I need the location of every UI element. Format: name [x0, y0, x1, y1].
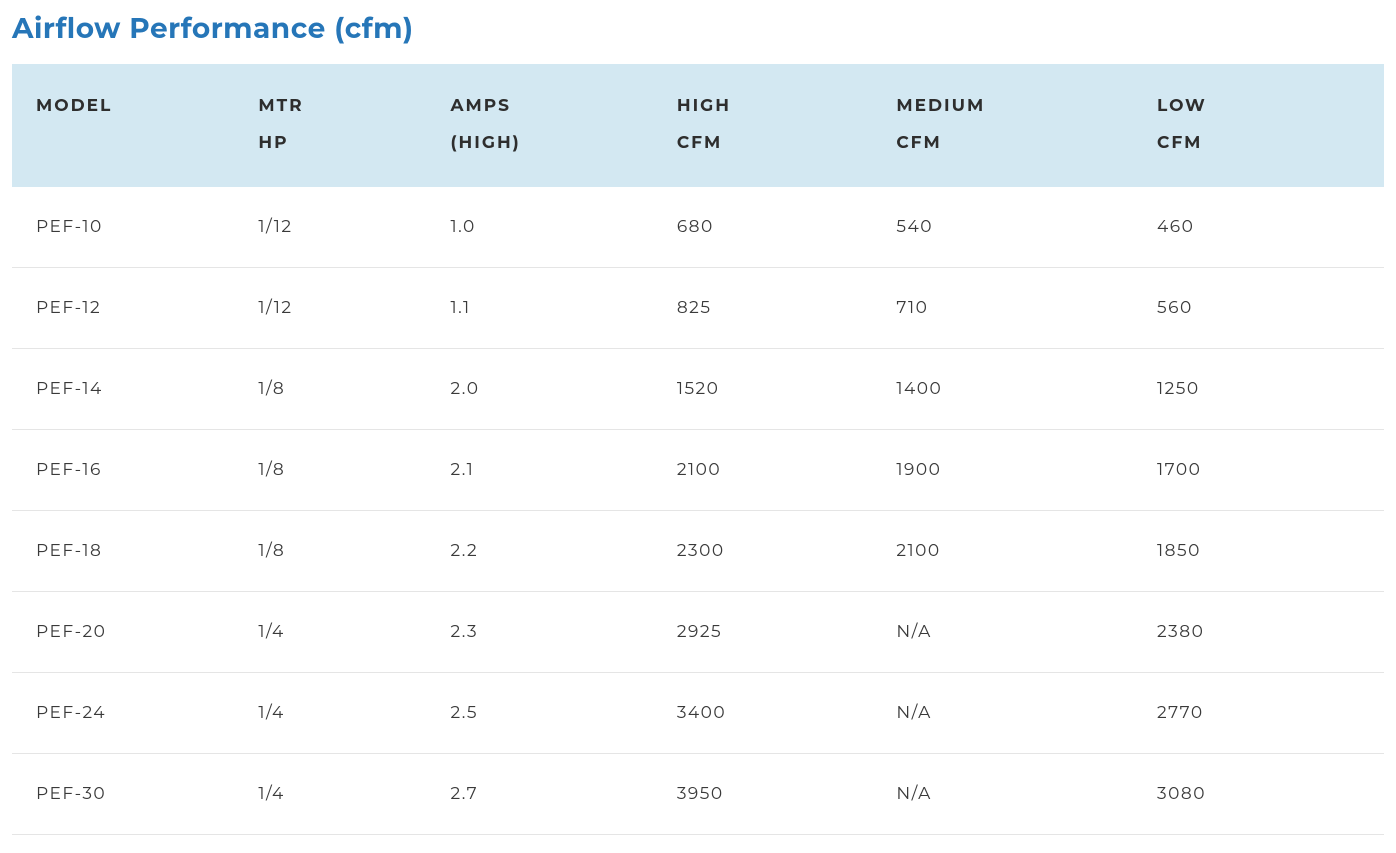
col-header-line2: CFM [1157, 133, 1202, 153]
cell-medium-cfm: N/A [876, 672, 1137, 753]
cell-high-cfm: 2925 [657, 591, 877, 672]
cell-mtr-hp: 1/12 [238, 187, 430, 268]
cell-low-cfm: 560 [1137, 267, 1384, 348]
table-row: PEF-30 1/4 2.7 3950 N/A 3080 [12, 753, 1384, 834]
cell-low-cfm: 2380 [1137, 591, 1384, 672]
col-header-mtr-hp: MTR HP [238, 64, 430, 187]
cell-low-cfm: 1250 [1137, 348, 1384, 429]
cell-amps: 2.1 [430, 429, 656, 510]
cell-model: PEF-30 [12, 753, 238, 834]
cell-medium-cfm: N/A [876, 591, 1137, 672]
col-header-line1: MTR [258, 96, 303, 116]
cell-medium-cfm: 1900 [876, 429, 1137, 510]
cell-amps: 2.3 [430, 591, 656, 672]
cell-low-cfm: 2770 [1137, 672, 1384, 753]
cell-model: PEF-12 [12, 267, 238, 348]
cell-medium-cfm: 710 [876, 267, 1137, 348]
cell-amps: 1.1 [430, 267, 656, 348]
cell-mtr-hp: 1/4 [238, 672, 430, 753]
cell-amps: 1.0 [430, 187, 656, 268]
cell-model: PEF-20 [12, 591, 238, 672]
col-header-line1: AMPS [450, 96, 511, 116]
cell-high-cfm: 2100 [657, 429, 877, 510]
col-header-line2: CFM [677, 133, 722, 153]
cell-amps: 2.0 [430, 348, 656, 429]
table-row: PEF-10 1/12 1.0 680 540 460 [12, 187, 1384, 268]
cell-high-cfm: 3950 [657, 753, 877, 834]
table-row: PEF-20 1/4 2.3 2925 N/A 2380 [12, 591, 1384, 672]
col-header-line1: LOW [1157, 96, 1207, 116]
cell-mtr-hp: 1/4 [238, 753, 430, 834]
cell-high-cfm: 680 [657, 187, 877, 268]
col-header-line2: HP [258, 133, 288, 153]
cell-amps: 2.5 [430, 672, 656, 753]
cell-medium-cfm: 540 [876, 187, 1137, 268]
cell-amps: 2.2 [430, 510, 656, 591]
cell-low-cfm: 1700 [1137, 429, 1384, 510]
table-row: PEF-24 1/4 2.5 3400 N/A 2770 [12, 672, 1384, 753]
cell-model: PEF-24 [12, 672, 238, 753]
table-header-row: MODEL MTR HP AMPS (HIGH) HIGH CFM MEDIUM… [12, 64, 1384, 187]
cell-model: PEF-10 [12, 187, 238, 268]
table-row: PEF-18 1/8 2.2 2300 2100 1850 [12, 510, 1384, 591]
cell-mtr-hp: 1/12 [238, 267, 430, 348]
col-header-medium-cfm: MEDIUM CFM [876, 64, 1137, 187]
cell-high-cfm: 3400 [657, 672, 877, 753]
col-header-amps: AMPS (HIGH) [430, 64, 656, 187]
airflow-table: MODEL MTR HP AMPS (HIGH) HIGH CFM MEDIUM… [12, 64, 1384, 835]
col-header-low-cfm: LOW CFM [1137, 64, 1384, 187]
cell-low-cfm: 460 [1137, 187, 1384, 268]
cell-mtr-hp: 1/8 [238, 510, 430, 591]
cell-medium-cfm: N/A [876, 753, 1137, 834]
cell-high-cfm: 2300 [657, 510, 877, 591]
col-header-line2: (HIGH) [450, 133, 520, 153]
cell-high-cfm: 825 [657, 267, 877, 348]
cell-amps: 2.7 [430, 753, 656, 834]
page-title: Airflow Performance (cfm) [12, 12, 1384, 46]
col-header-model: MODEL [12, 64, 238, 187]
table-body: PEF-10 1/12 1.0 680 540 460 PEF-12 1/12 … [12, 187, 1384, 835]
cell-low-cfm: 3080 [1137, 753, 1384, 834]
cell-high-cfm: 1520 [657, 348, 877, 429]
cell-mtr-hp: 1/8 [238, 348, 430, 429]
cell-mtr-hp: 1/8 [238, 429, 430, 510]
cell-low-cfm: 1850 [1137, 510, 1384, 591]
cell-medium-cfm: 1400 [876, 348, 1137, 429]
cell-mtr-hp: 1/4 [238, 591, 430, 672]
cell-model: PEF-18 [12, 510, 238, 591]
table-row: PEF-12 1/12 1.1 825 710 560 [12, 267, 1384, 348]
col-header-high-cfm: HIGH CFM [657, 64, 877, 187]
table-row: PEF-14 1/8 2.0 1520 1400 1250 [12, 348, 1384, 429]
cell-medium-cfm: 2100 [876, 510, 1137, 591]
col-header-line1: MEDIUM [896, 96, 985, 116]
cell-model: PEF-14 [12, 348, 238, 429]
col-header-line1: MODEL [36, 96, 112, 116]
col-header-line2: CFM [896, 133, 941, 153]
cell-model: PEF-16 [12, 429, 238, 510]
table-row: PEF-16 1/8 2.1 2100 1900 1700 [12, 429, 1384, 510]
col-header-line1: HIGH [677, 96, 731, 116]
